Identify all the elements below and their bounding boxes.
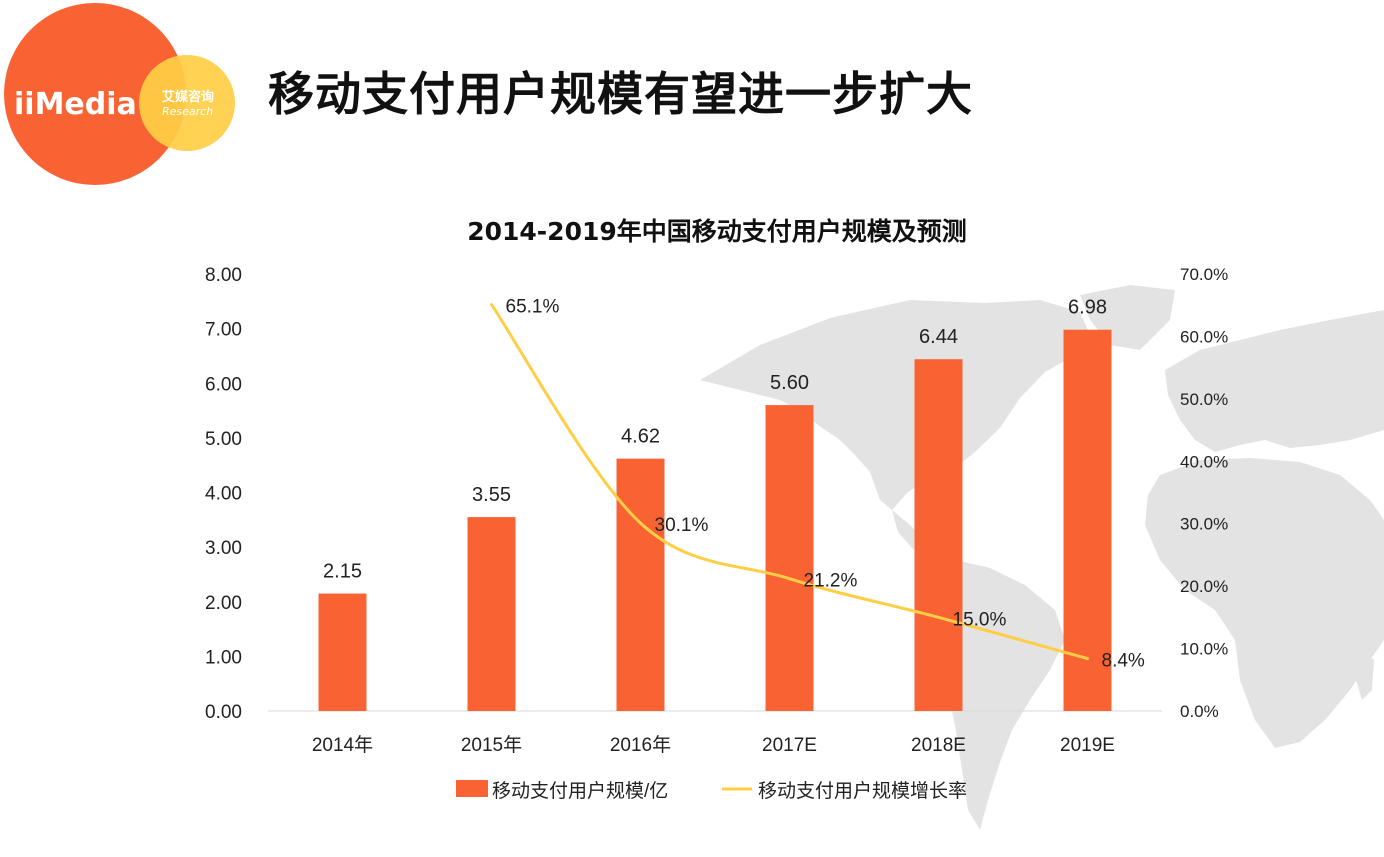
x-tick-label: 2018E [911,735,966,756]
line-data-label: 8.4% [1102,651,1145,672]
bar-data-label: 6.98 [1068,297,1107,319]
bar-data-label: 2.15 [323,561,362,583]
bar [318,593,367,711]
map-madagascar [1356,650,1374,700]
bar-data-label: 4.62 [621,426,660,448]
map-africa [1145,458,1384,748]
y-right-tick-label: 30.0% [1180,515,1228,534]
x-tick-label: 2014年 [312,734,373,756]
bar-data-label: 5.60 [770,372,809,394]
bar-data-label: 6.44 [919,326,958,348]
line-data-label: 15.0% [953,609,1007,630]
page-title: 移动支付用户规模有望进一步扩大 [268,67,973,121]
logo-brand-text: iiMedia [14,87,137,122]
y-right-tick-label: 20.0% [1180,577,1228,596]
x-tick-label: 2017E [762,735,817,756]
bar-data-label: 3.55 [472,484,511,506]
y-right-tick-label: 0.0% [1180,702,1219,721]
map-europe [1165,310,1384,452]
logo-en-text: Research [162,105,213,118]
bar [1063,329,1112,711]
y-right-tick-label: 40.0% [1180,452,1228,471]
logo-yellow-circle [139,55,235,151]
x-tick-label: 2015年 [461,734,522,756]
growth-rate-line [490,303,1089,661]
bar [616,458,665,711]
y-left-tick-label: 0.00 [205,702,242,723]
y-left-tick-label: 8.00 [205,265,242,286]
iimedia-logo: iiMedia 艾媒咨询 Research [4,3,235,185]
map-south-america [935,560,1065,830]
legend-bar-label: 移动支付用户规模/亿 [492,780,668,802]
bar [765,405,814,711]
y-left-tick-label: 1.00 [205,647,242,668]
map-north-america [700,300,1090,510]
bar [467,517,516,711]
legend-bar-swatch [456,780,488,797]
y-right-tick-label: 60.0% [1180,327,1228,346]
bar [914,359,963,711]
y-right-tick-label: 70.0% [1180,265,1228,284]
world-map-background [700,285,1384,830]
x-tick-label: 2016年 [610,734,671,756]
line-data-label: 21.2% [804,571,858,592]
y-left-tick-label: 3.00 [205,538,242,559]
x-tick-label: 2019E [1060,735,1115,756]
line-data-label: 65.1% [506,297,560,318]
y-left-tick-label: 7.00 [205,320,242,341]
y-right-tick-label: 50.0% [1180,390,1228,409]
y-left-tick-label: 5.00 [205,429,242,450]
logo-orange-circle [4,3,186,185]
chart-title: 2014-2019年中国移动支付用户规模及预测 [467,217,967,246]
y-left-tick-label: 2.00 [205,593,242,614]
line-data-label: 30.1% [655,515,709,536]
legend-line-label: 移动支付用户规模增长率 [758,780,967,802]
y-right-tick-label: 10.0% [1180,640,1228,659]
logo-cn-text: 艾媒咨询 [162,89,214,105]
y-left-tick-label: 6.00 [205,374,242,395]
y-left-tick-label: 4.00 [205,484,242,505]
